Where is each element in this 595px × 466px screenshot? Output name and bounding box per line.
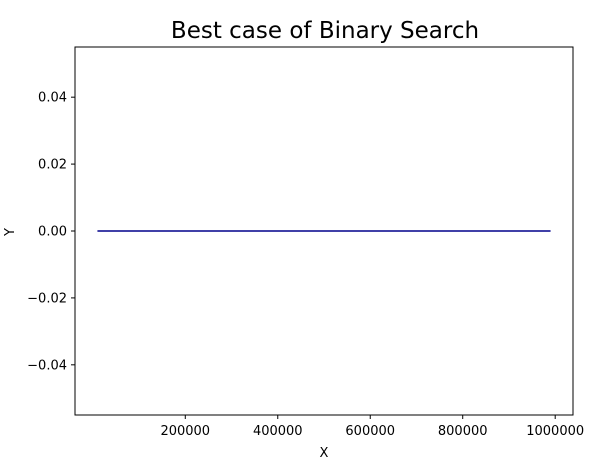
x-tick-label: 600000 bbox=[345, 424, 395, 439]
y-tick-label: 0.00 bbox=[38, 225, 67, 240]
y-tick-label: 0.02 bbox=[38, 158, 67, 173]
x-tick-label: 200000 bbox=[160, 424, 210, 439]
x-axis-label: X bbox=[320, 446, 329, 461]
x-tick-label: 400000 bbox=[253, 424, 303, 439]
x-tick-label: 800000 bbox=[438, 424, 488, 439]
y-tick-label: −0.02 bbox=[27, 291, 67, 306]
chart-title: Best case of Binary Search bbox=[171, 18, 479, 44]
y-tick-label: 0.04 bbox=[38, 91, 67, 106]
y-axis: 0.04 0.02 0.00 −0.02 −0.04 bbox=[27, 91, 75, 373]
x-tick-label: 1000000 bbox=[526, 424, 584, 439]
x-axis: 200000 400000 600000 800000 1000000 bbox=[160, 415, 584, 439]
y-tick-label: −0.04 bbox=[27, 358, 67, 373]
y-axis-label: Y bbox=[3, 228, 18, 237]
